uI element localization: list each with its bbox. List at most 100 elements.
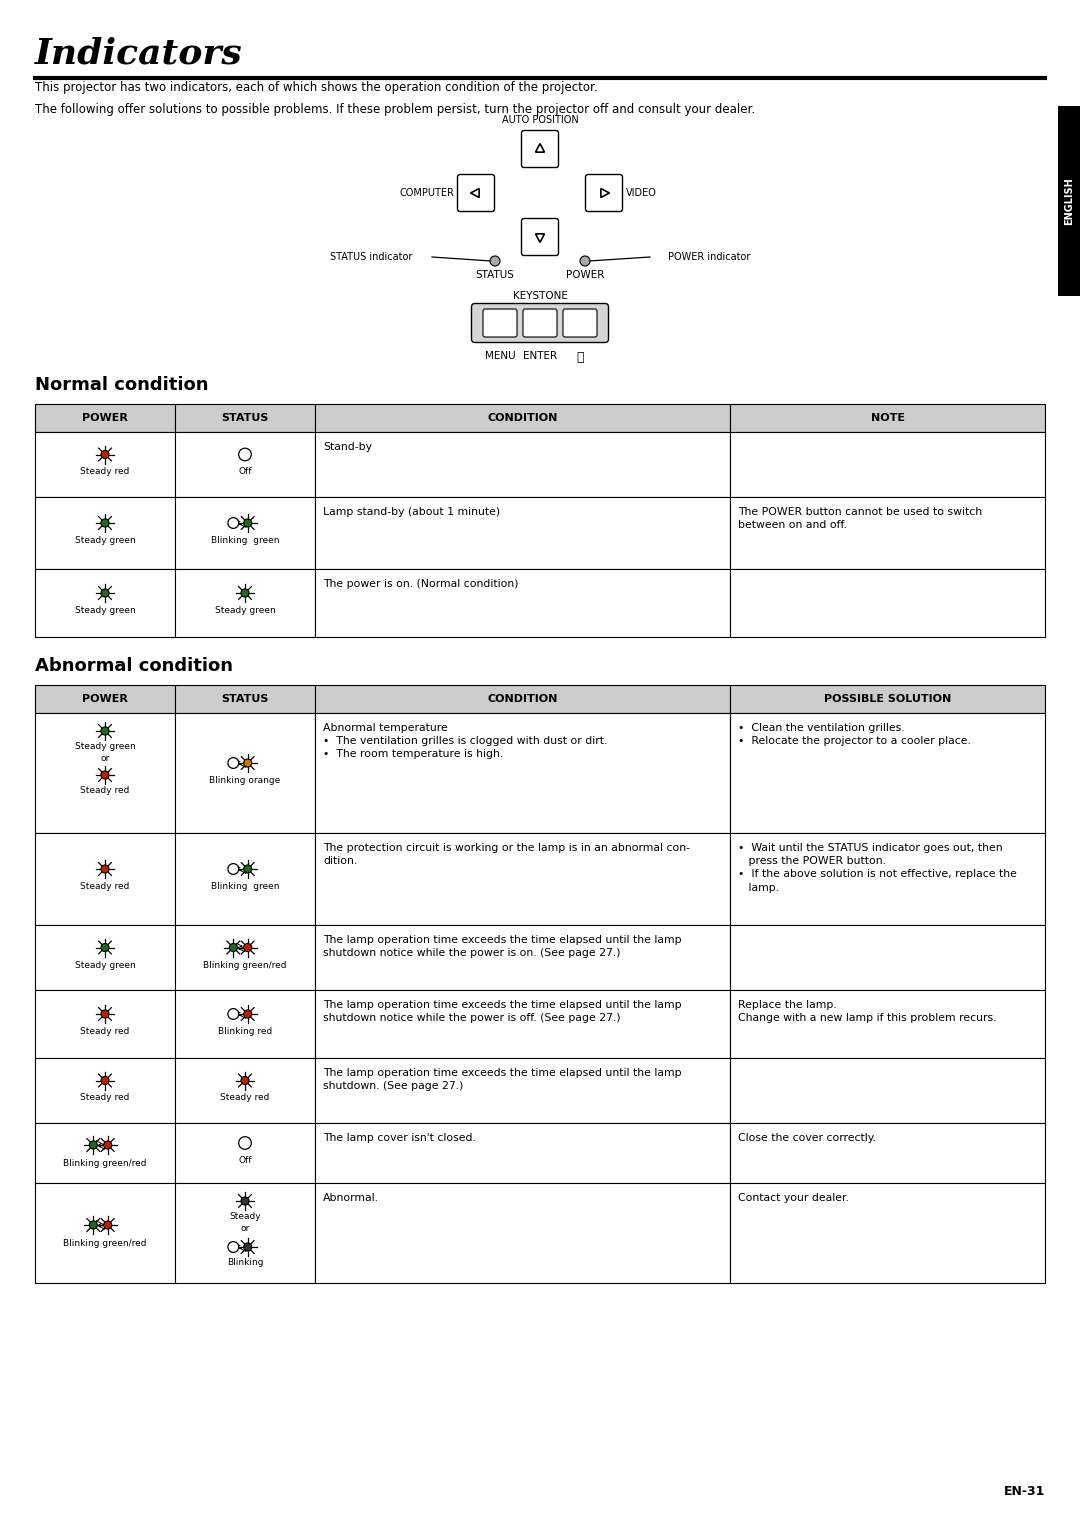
Text: AUTO POSITION: AUTO POSITION	[501, 114, 579, 125]
Text: Off: Off	[239, 467, 252, 476]
Text: Steady green: Steady green	[75, 742, 135, 751]
Circle shape	[100, 450, 109, 458]
Text: Steady green: Steady green	[75, 606, 135, 615]
Bar	[730, 1183, 1045, 1283]
Bar	[730, 1058, 1045, 1123]
Bar	[35, 497, 175, 569]
Bar	[175, 497, 315, 569]
Text: •  Clean the ventilation grilles.
•  Relocate the projector to a cooler place.: • Clean the ventilation grilles. • Reloc…	[738, 723, 971, 746]
Text: CONDITION: CONDITION	[487, 694, 557, 703]
Text: STATUS: STATUS	[221, 694, 269, 703]
Bar	[730, 713, 1045, 833]
FancyBboxPatch shape	[522, 131, 558, 168]
Text: Steady green: Steady green	[75, 536, 135, 545]
Text: •  Wait until the STATUS indicator goes out, then
   press the POWER button.
•  : • Wait until the STATUS indicator goes o…	[738, 842, 1017, 893]
Text: POSSIBLE SOLUTION: POSSIBLE SOLUTION	[824, 694, 951, 703]
Bar	[175, 685, 315, 713]
FancyBboxPatch shape	[563, 308, 597, 337]
Circle shape	[244, 519, 252, 526]
Text: POWER: POWER	[82, 694, 127, 703]
Text: The POWER button cannot be used to switch
between on and off.: The POWER button cannot be used to switc…	[738, 507, 982, 530]
FancyBboxPatch shape	[585, 174, 622, 212]
Text: Blinking red: Blinking red	[218, 1027, 272, 1036]
Bar	[35, 432, 175, 497]
Text: Steady red: Steady red	[80, 1027, 130, 1036]
Bar	[175, 569, 315, 636]
Circle shape	[228, 864, 239, 874]
Bar	[315, 833, 730, 925]
Circle shape	[100, 519, 109, 526]
Bar	[35, 1058, 175, 1123]
Circle shape	[100, 1076, 109, 1085]
Circle shape	[244, 758, 252, 768]
Circle shape	[244, 865, 252, 873]
Text: Off: Off	[239, 1157, 252, 1164]
FancyBboxPatch shape	[483, 308, 517, 337]
Circle shape	[229, 943, 238, 952]
Text: This projector has two indicators, each of which shows the operation condition o: This projector has two indicators, each …	[35, 81, 597, 95]
Circle shape	[104, 1221, 111, 1228]
Circle shape	[239, 1137, 252, 1149]
Circle shape	[580, 256, 590, 266]
Circle shape	[100, 726, 109, 736]
Text: Contact your dealer.: Contact your dealer.	[738, 1193, 849, 1202]
Text: Blinking green/red: Blinking green/red	[64, 1239, 147, 1248]
Bar	[175, 713, 315, 833]
Text: Steady: Steady	[229, 1212, 260, 1221]
Circle shape	[100, 865, 109, 873]
Bar	[730, 685, 1045, 713]
FancyBboxPatch shape	[523, 308, 557, 337]
Text: Abnormal temperature
•  The ventilation grilles is clogged with dust or dirt.
• : Abnormal temperature • The ventilation g…	[323, 723, 607, 760]
Text: POWER: POWER	[566, 270, 604, 279]
Bar	[315, 432, 730, 497]
Text: Abnormal condition: Abnormal condition	[35, 658, 233, 674]
Text: Blinking green/red: Blinking green/red	[203, 960, 287, 969]
Circle shape	[104, 1141, 111, 1149]
Text: EN-31: EN-31	[1003, 1485, 1045, 1499]
Text: Steady red: Steady red	[80, 882, 130, 891]
Text: or: or	[100, 754, 110, 763]
Bar	[175, 1123, 315, 1183]
Bar	[35, 685, 175, 713]
Circle shape	[100, 771, 109, 780]
Text: POWER: POWER	[82, 414, 127, 423]
Text: CONDITION: CONDITION	[487, 414, 557, 423]
Bar	[315, 685, 730, 713]
Bar	[315, 404, 730, 432]
Bar	[175, 432, 315, 497]
Text: Blinking orange: Blinking orange	[210, 777, 281, 784]
Bar	[35, 1183, 175, 1283]
Bar	[315, 1123, 730, 1183]
Text: Steady red: Steady red	[80, 1094, 130, 1102]
Circle shape	[244, 1010, 252, 1018]
Text: Steady red: Steady red	[80, 786, 130, 795]
Text: Steady red: Steady red	[80, 467, 130, 476]
Text: COMPUTER: COMPUTER	[400, 188, 454, 198]
Circle shape	[241, 589, 249, 597]
Bar	[730, 497, 1045, 569]
Circle shape	[241, 1196, 249, 1206]
Bar	[35, 990, 175, 1058]
Bar	[730, 990, 1045, 1058]
Text: Steady green: Steady green	[215, 606, 275, 615]
Bar	[315, 1183, 730, 1283]
FancyBboxPatch shape	[472, 304, 608, 342]
Text: STATUS indicator: STATUS indicator	[330, 252, 413, 262]
Bar	[315, 990, 730, 1058]
Circle shape	[100, 1010, 109, 1018]
Circle shape	[228, 757, 239, 769]
Text: POWER indicator: POWER indicator	[667, 252, 750, 262]
Text: ENTER: ENTER	[523, 351, 557, 362]
Text: Steady red: Steady red	[220, 1094, 270, 1102]
Text: Normal condition: Normal condition	[35, 375, 208, 394]
Text: Blinking  green: Blinking green	[211, 882, 280, 891]
Text: STATUS: STATUS	[221, 414, 269, 423]
Bar	[35, 404, 175, 432]
Circle shape	[244, 943, 252, 952]
FancyBboxPatch shape	[458, 174, 495, 212]
Circle shape	[228, 1242, 239, 1253]
Text: Lamp stand-by (about 1 minute): Lamp stand-by (about 1 minute)	[323, 507, 500, 517]
Bar	[730, 925, 1045, 990]
Text: Close the cover correctly.: Close the cover correctly.	[738, 1132, 876, 1143]
Circle shape	[239, 449, 252, 461]
